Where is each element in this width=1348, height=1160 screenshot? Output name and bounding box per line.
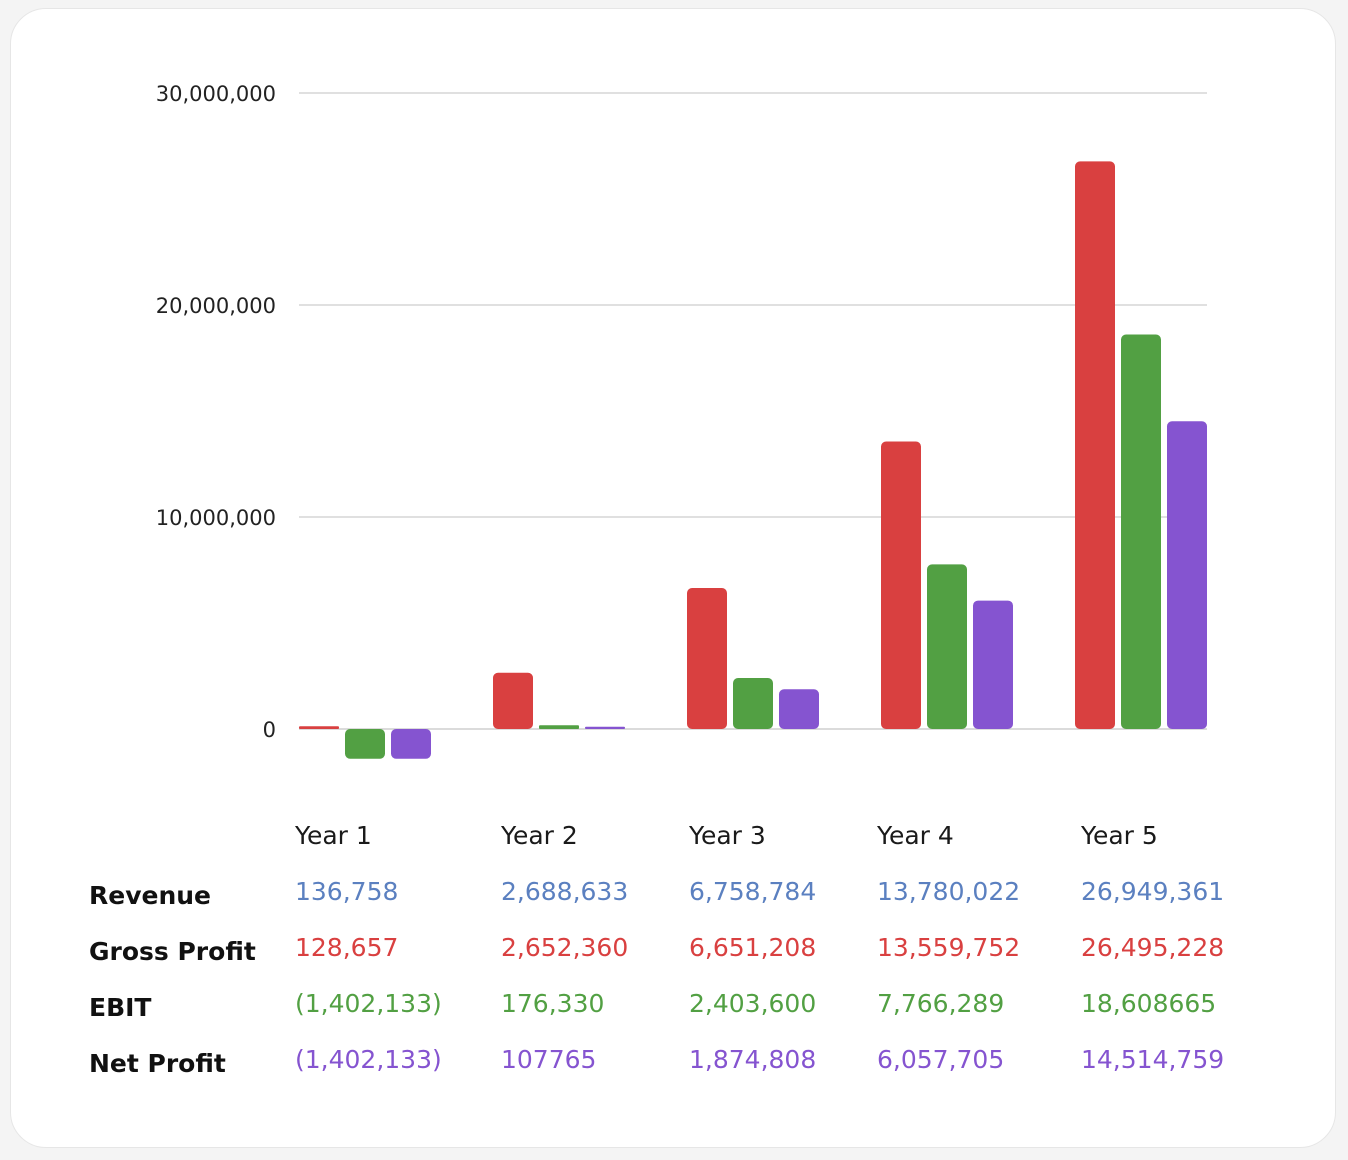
table-cell: (1,402,133) — [295, 989, 442, 1018]
table-cell: 7,766,289 — [877, 989, 1005, 1018]
y-tick-label: 10,000,000 — [156, 506, 276, 530]
table-cell: 6,057,705 — [877, 1045, 1005, 1074]
y-tick-label: 20,000,000 — [156, 294, 276, 318]
bar — [973, 600, 1013, 729]
table-cell: 1,874,808 — [689, 1045, 817, 1074]
table-cell: 107765 — [501, 1045, 597, 1074]
table-cell: 2,688,633 — [501, 877, 629, 906]
bar — [881, 441, 921, 729]
row-label-gross-profit: Gross Profit — [89, 937, 256, 966]
table-cell: 13,559,752 — [877, 933, 1021, 962]
table-cell: 26,949,361 — [1081, 877, 1225, 906]
bar — [345, 729, 385, 759]
row-label-ebit: EBIT — [89, 993, 152, 1022]
bar — [299, 726, 339, 729]
bar — [539, 725, 579, 729]
category-label: Year 4 — [877, 821, 954, 850]
bar — [585, 726, 625, 729]
bar-chart: 30,000,000 20,000,000 10,000,000 0 — [156, 82, 1207, 759]
category-label: Year 5 — [1081, 821, 1158, 850]
table-cell: 2,652,360 — [501, 933, 629, 962]
category-label: Year 2 — [501, 821, 578, 850]
category-label: Year 1 — [295, 821, 372, 850]
table-cell: 6,758,784 — [689, 877, 817, 906]
y-tick-label: 30,000,000 — [156, 82, 276, 106]
table-cell: 136,758 — [295, 877, 399, 906]
table-cell: 18,608665 — [1081, 989, 1217, 1018]
bar — [687, 587, 727, 729]
table-cell: 128,657 — [295, 933, 399, 962]
bar — [1167, 421, 1207, 729]
bar — [1075, 161, 1115, 729]
table-cell: 6,651,208 — [689, 933, 817, 962]
table-cell: 14,514,759 — [1081, 1045, 1225, 1074]
chart-card: 30,000,000 20,000,000 10,000,000 0 Year 1 Y… — [10, 8, 1336, 1148]
bar — [927, 564, 967, 729]
table-cell: 26,495,228 — [1081, 933, 1225, 962]
bar — [733, 678, 773, 729]
table-cell: 13,780,022 — [877, 877, 1021, 906]
y-tick-label: 0 — [263, 718, 276, 742]
row-label-net-profit: Net Profit — [89, 1049, 226, 1078]
table-cell: 2,403,600 — [689, 989, 817, 1018]
bar — [391, 729, 431, 759]
row-label-revenue: Revenue — [89, 881, 212, 910]
bar — [1121, 334, 1161, 729]
bar — [493, 672, 533, 729]
table-cell: (1,402,133) — [295, 1045, 442, 1074]
table-cell: 176,330 — [501, 989, 605, 1018]
bar — [779, 689, 819, 729]
category-label: Year 3 — [689, 821, 766, 850]
data-table: Year 1 Year 2 Year 3 Year 4 Year 5 Reven… — [11, 9, 1337, 1149]
